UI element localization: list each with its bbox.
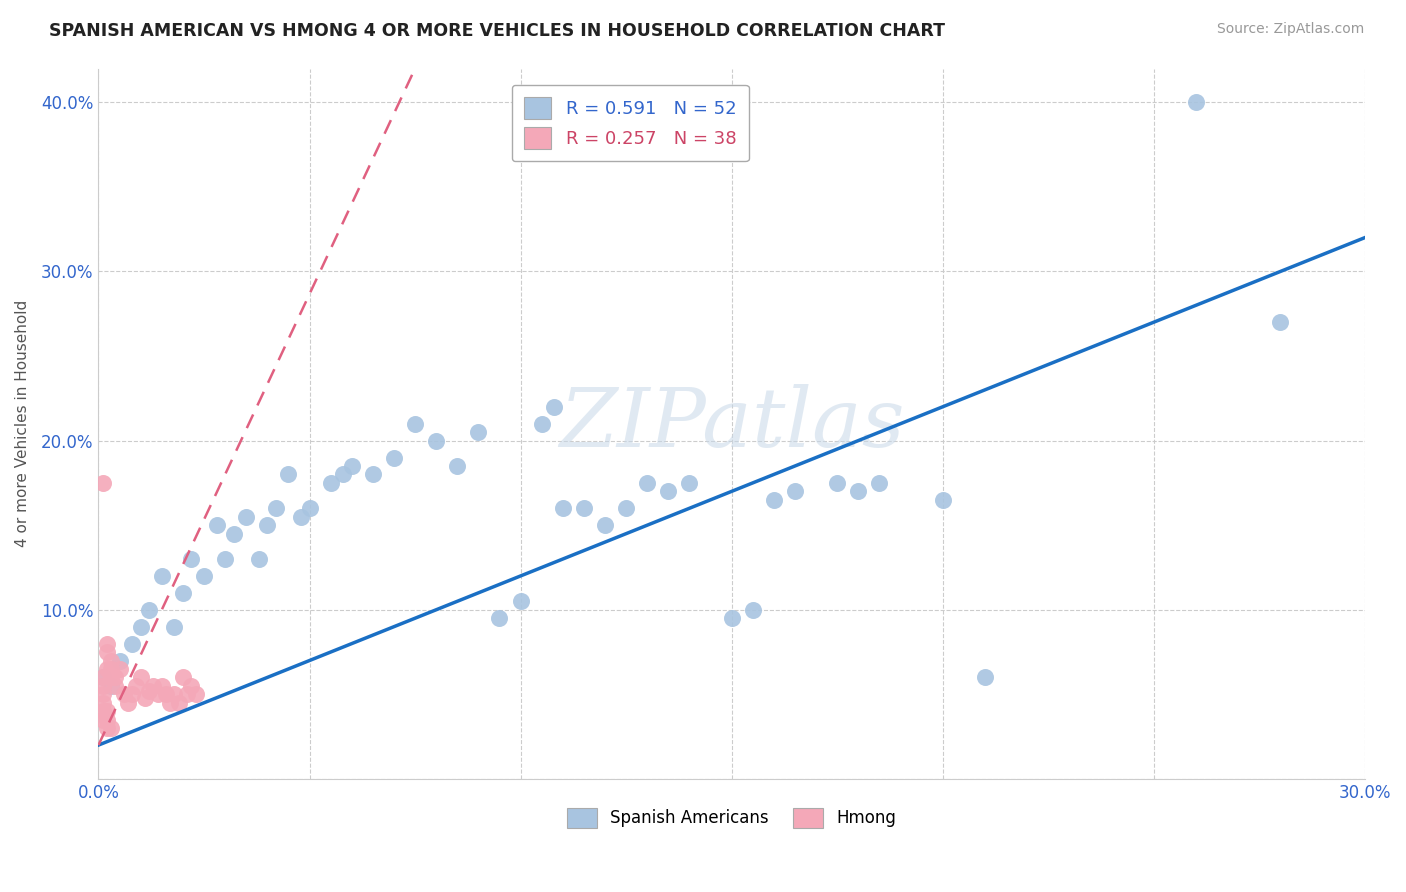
Point bbox=[167, 696, 190, 710]
Point bbox=[138, 684, 160, 698]
Point bbox=[96, 704, 118, 718]
Point bbox=[108, 662, 131, 676]
Point bbox=[264, 501, 287, 516]
Point bbox=[657, 484, 679, 499]
Point bbox=[205, 518, 228, 533]
Point bbox=[142, 679, 165, 693]
Point bbox=[150, 679, 173, 693]
Point bbox=[129, 620, 152, 634]
Point bbox=[846, 484, 869, 499]
Legend: Spanish Americans, Hmong: Spanish Americans, Hmong bbox=[560, 801, 904, 835]
Point bbox=[488, 611, 510, 625]
Point bbox=[222, 526, 245, 541]
Text: Source: ZipAtlas.com: Source: ZipAtlas.com bbox=[1216, 22, 1364, 37]
Point bbox=[973, 670, 995, 684]
Point bbox=[129, 670, 152, 684]
Point bbox=[825, 475, 848, 490]
Point bbox=[319, 475, 342, 490]
Point bbox=[290, 509, 312, 524]
Point bbox=[678, 475, 700, 490]
Point bbox=[868, 475, 890, 490]
Point bbox=[720, 611, 742, 625]
Point bbox=[100, 670, 122, 684]
Point bbox=[551, 501, 574, 516]
Point bbox=[298, 501, 321, 516]
Point bbox=[104, 670, 127, 684]
Point bbox=[332, 467, 354, 482]
Point bbox=[467, 425, 489, 440]
Point bbox=[100, 721, 122, 735]
Point bbox=[150, 569, 173, 583]
Point bbox=[593, 518, 616, 533]
Point bbox=[121, 687, 143, 701]
Point bbox=[159, 696, 181, 710]
Point bbox=[180, 552, 202, 566]
Point bbox=[125, 679, 148, 693]
Point bbox=[931, 492, 953, 507]
Point bbox=[636, 475, 658, 490]
Point bbox=[446, 458, 468, 473]
Point bbox=[235, 509, 257, 524]
Point bbox=[783, 484, 806, 499]
Point bbox=[96, 662, 118, 676]
Point bbox=[163, 687, 186, 701]
Point bbox=[741, 603, 763, 617]
Point bbox=[509, 594, 531, 608]
Point bbox=[172, 670, 194, 684]
Point bbox=[134, 690, 156, 705]
Point bbox=[91, 679, 114, 693]
Point bbox=[138, 603, 160, 617]
Point bbox=[543, 400, 565, 414]
Point bbox=[96, 713, 118, 727]
Point bbox=[214, 552, 236, 566]
Point bbox=[91, 704, 114, 718]
Point bbox=[108, 653, 131, 667]
Y-axis label: 4 or more Vehicles in Household: 4 or more Vehicles in Household bbox=[15, 300, 30, 548]
Point bbox=[762, 492, 785, 507]
Point bbox=[121, 637, 143, 651]
Point bbox=[361, 467, 384, 482]
Point bbox=[176, 687, 198, 701]
Point bbox=[117, 696, 139, 710]
Point bbox=[112, 687, 135, 701]
Point bbox=[172, 586, 194, 600]
Point bbox=[184, 687, 207, 701]
Point bbox=[91, 670, 114, 684]
Point bbox=[100, 653, 122, 667]
Point bbox=[180, 679, 202, 693]
Point bbox=[96, 721, 118, 735]
Text: ZIPatlas: ZIPatlas bbox=[558, 384, 904, 464]
Point bbox=[340, 458, 363, 473]
Point bbox=[91, 670, 114, 684]
Point bbox=[96, 645, 118, 659]
Point bbox=[614, 501, 637, 516]
Point bbox=[193, 569, 215, 583]
Point bbox=[163, 620, 186, 634]
Point bbox=[91, 713, 114, 727]
Text: SPANISH AMERICAN VS HMONG 4 OR MORE VEHICLES IN HOUSEHOLD CORRELATION CHART: SPANISH AMERICAN VS HMONG 4 OR MORE VEHI… bbox=[49, 22, 945, 40]
Point bbox=[425, 434, 447, 448]
Point bbox=[91, 475, 114, 490]
Point bbox=[1270, 315, 1292, 329]
Point bbox=[155, 687, 177, 701]
Point bbox=[530, 417, 553, 431]
Point bbox=[572, 501, 595, 516]
Point bbox=[96, 637, 118, 651]
Point bbox=[104, 679, 127, 693]
Point bbox=[404, 417, 426, 431]
Point bbox=[146, 687, 169, 701]
Point bbox=[91, 696, 114, 710]
Point bbox=[256, 518, 278, 533]
Point bbox=[1185, 95, 1208, 110]
Point bbox=[100, 662, 122, 676]
Point bbox=[91, 687, 114, 701]
Point bbox=[277, 467, 299, 482]
Point bbox=[100, 679, 122, 693]
Point bbox=[382, 450, 405, 465]
Point bbox=[247, 552, 270, 566]
